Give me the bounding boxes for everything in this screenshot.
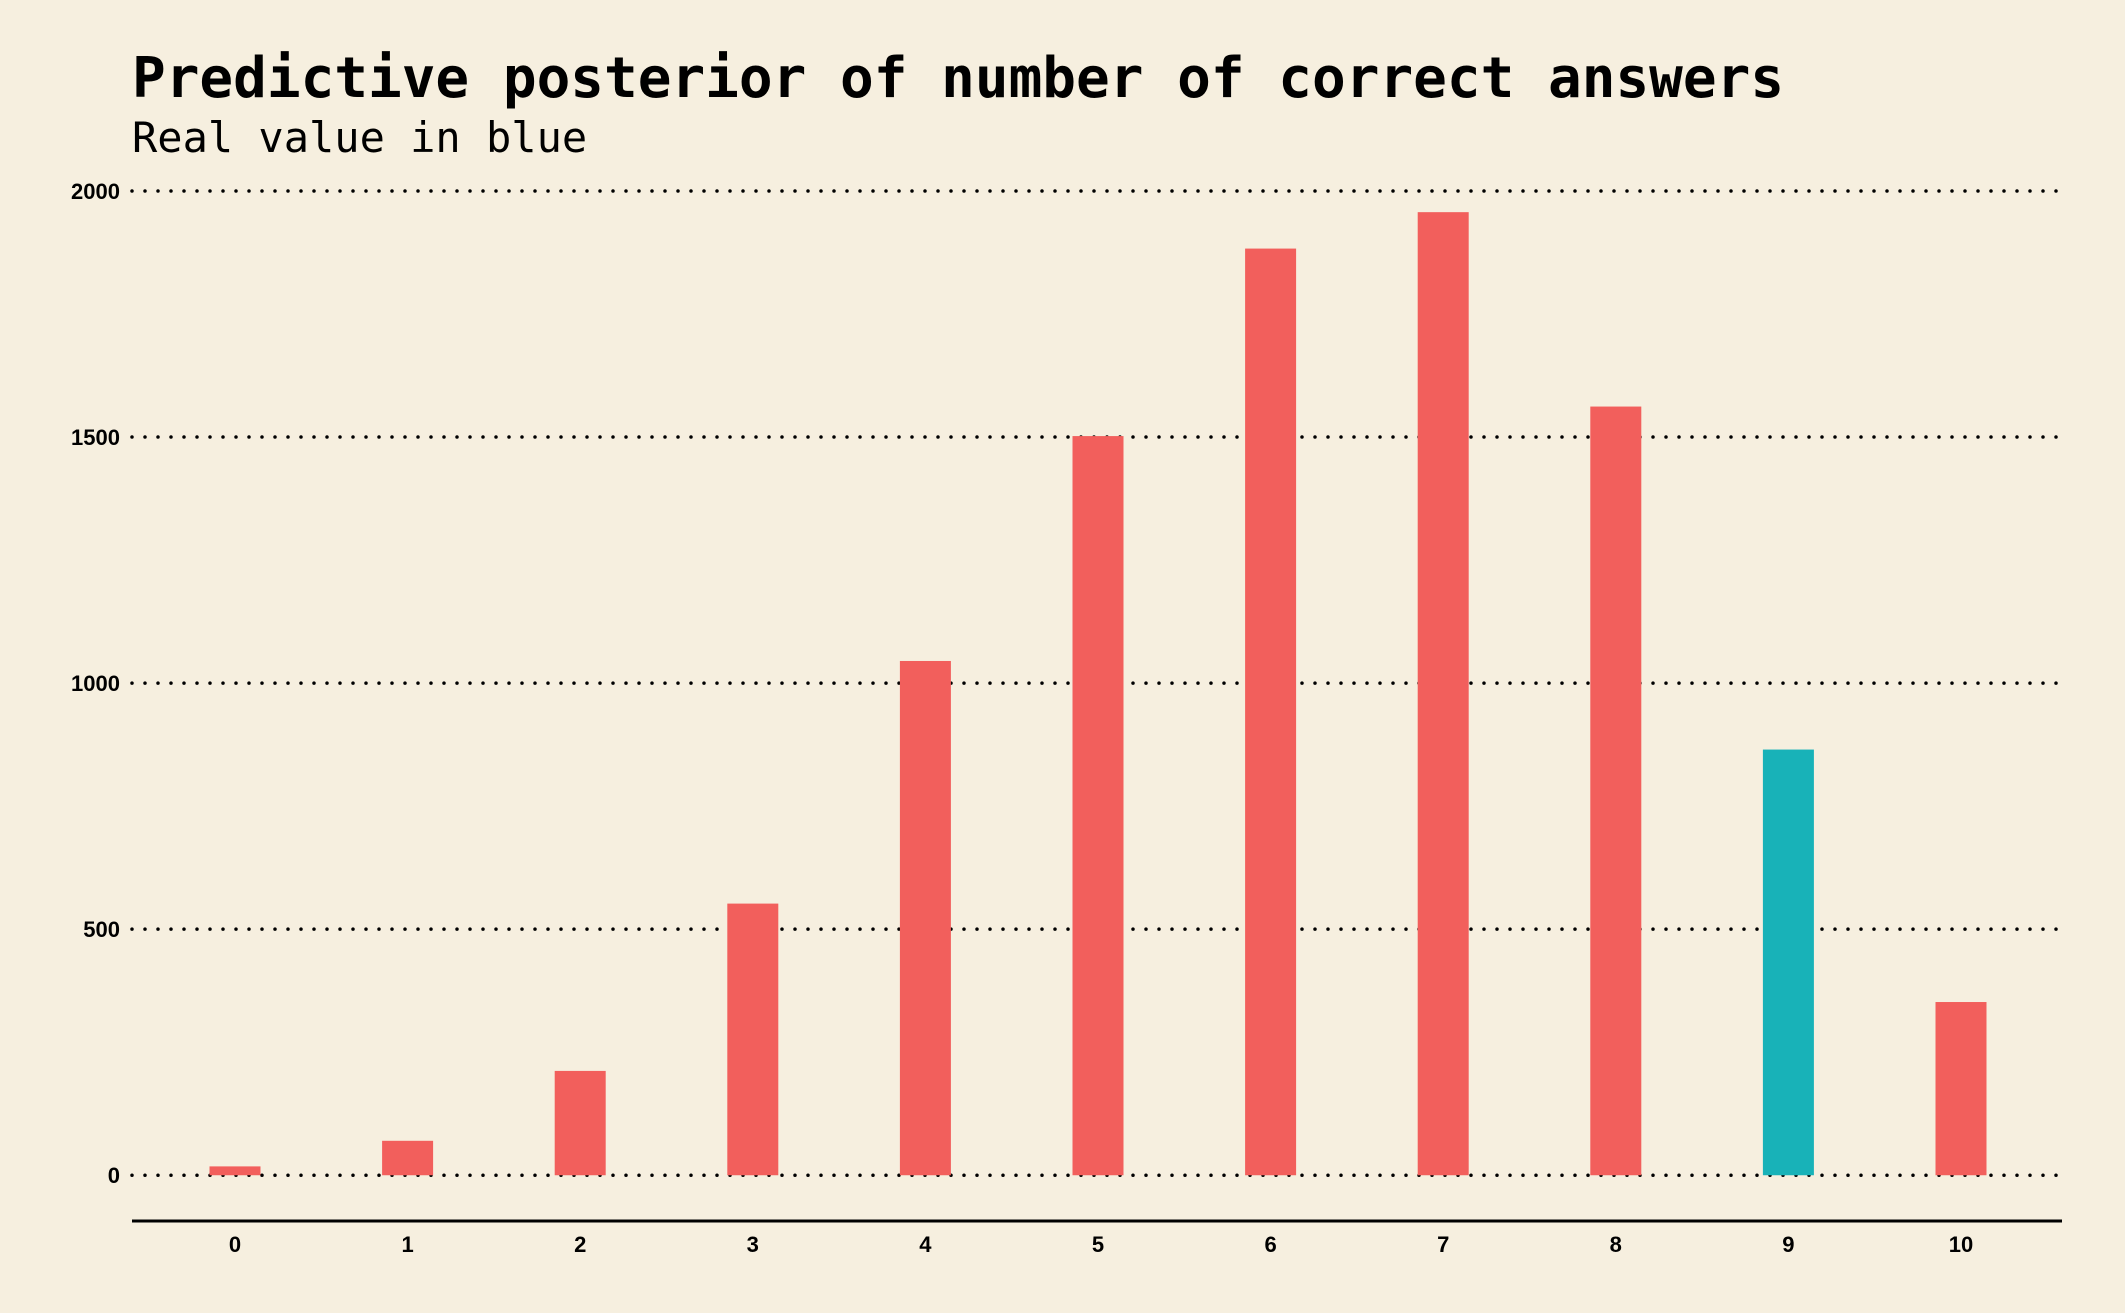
y-tick-label: 0 bbox=[108, 1163, 120, 1188]
x-tick-label: 9 bbox=[1782, 1232, 1794, 1257]
x-axis-ticks: 0 1 2 3 4 5 6 7 8 9 10 bbox=[229, 1232, 1973, 1257]
bar-5 bbox=[1072, 436, 1124, 1176]
y-tick-label: 1000 bbox=[71, 671, 120, 696]
bar-0 bbox=[209, 1166, 261, 1176]
x-tick-label: 0 bbox=[229, 1232, 241, 1257]
bar-4 bbox=[899, 660, 951, 1176]
bar-9 bbox=[1762, 749, 1814, 1176]
x-tick-label: 3 bbox=[747, 1232, 759, 1257]
x-tick-label: 10 bbox=[1949, 1232, 1973, 1257]
bar-7 bbox=[1417, 212, 1469, 1176]
bar-3 bbox=[727, 903, 779, 1176]
y-tick-label: 1500 bbox=[71, 425, 120, 450]
x-tick-label: 4 bbox=[919, 1232, 932, 1257]
bar-1 bbox=[382, 1140, 434, 1176]
chart-subtitle: Real value in blue bbox=[132, 113, 587, 162]
x-tick-label: 5 bbox=[1092, 1232, 1104, 1257]
y-axis-ticks: 0 500 1000 1500 2000 bbox=[71, 179, 120, 1188]
y-tick-label: 2000 bbox=[71, 179, 120, 204]
x-tick-label: 1 bbox=[401, 1232, 413, 1257]
bar-8 bbox=[1590, 406, 1642, 1176]
bar-10 bbox=[1935, 1002, 1987, 1176]
x-tick-label: 7 bbox=[1437, 1232, 1449, 1257]
chart-title: Predictive posterior of number of correc… bbox=[132, 46, 1784, 111]
bars bbox=[209, 212, 1987, 1176]
x-tick-label: 8 bbox=[1610, 1232, 1622, 1257]
bar-6 bbox=[1245, 248, 1297, 1176]
x-tick-label: 2 bbox=[574, 1232, 586, 1257]
x-tick-label: 6 bbox=[1264, 1232, 1276, 1257]
bar-2 bbox=[554, 1070, 606, 1176]
y-tick-label: 500 bbox=[83, 917, 120, 942]
